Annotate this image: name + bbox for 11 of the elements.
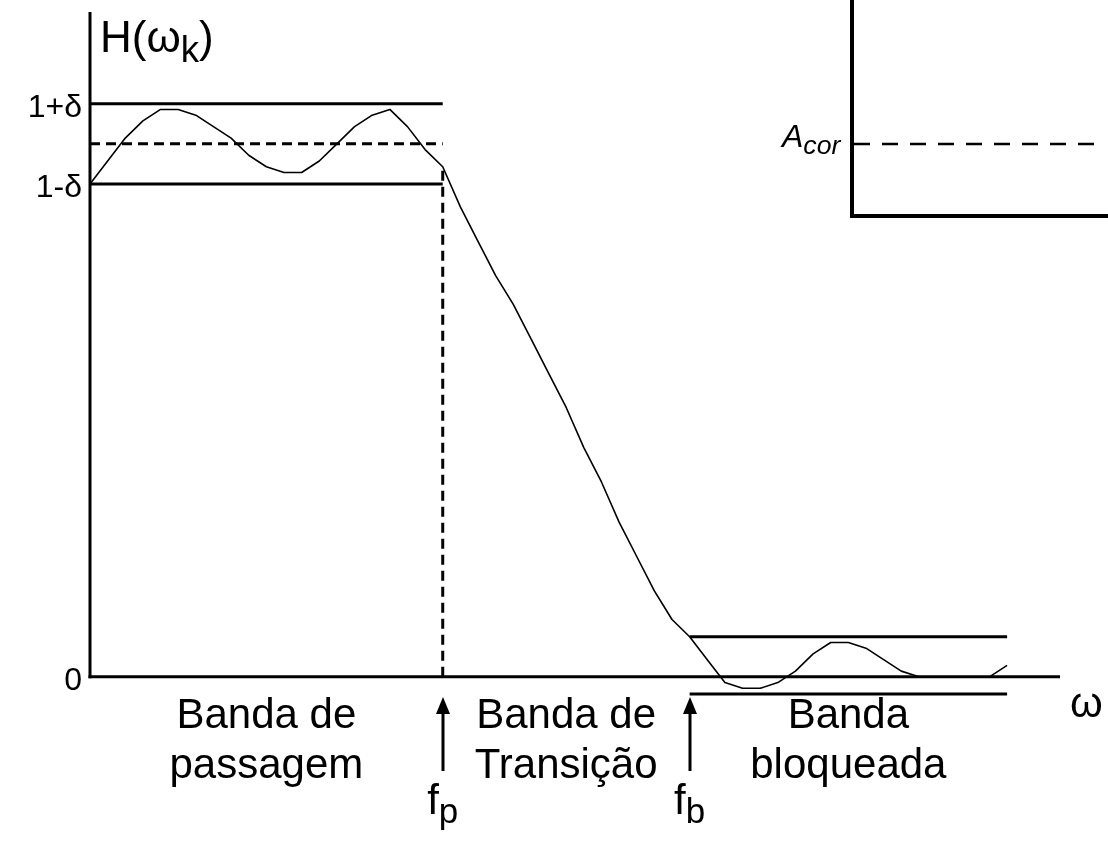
ref-line-label: 0 xyxy=(64,660,82,698)
annotation: Banda bloqueada xyxy=(750,688,947,789)
y-axis-title: H(ω$_{k}$) xyxy=(100,12,214,71)
x-tick-label: f$_{p}$ xyxy=(427,776,459,832)
annotation: Banda de passagem xyxy=(169,688,364,789)
x-tick-label: f$_{b}$ xyxy=(674,776,706,832)
annotation: A$_{cor}$ xyxy=(782,118,841,162)
series-label: 1-δ xyxy=(35,167,82,205)
annotation: Banda de Transição xyxy=(474,688,658,789)
series-label: 1+δ xyxy=(27,87,82,125)
x-axis-title: ω xyxy=(1070,678,1103,727)
